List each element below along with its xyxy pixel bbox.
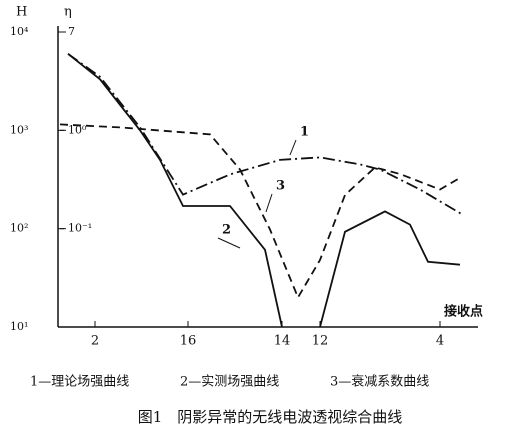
curve-label: 1 <box>300 125 309 140</box>
y-tick-label: 10⁴ <box>10 25 29 38</box>
y-tick-label: 10³ <box>10 123 28 136</box>
y2-tick-label: 10⁰ <box>68 123 87 136</box>
x-axis-label: 接收点 <box>444 304 483 320</box>
curve-leader <box>265 193 273 213</box>
curve-leader <box>289 139 297 156</box>
y2-tick-label: 7 <box>68 25 75 38</box>
chart-title: 图1 阴影异常的无线电波透视综合曲线 <box>138 408 403 426</box>
legend-entry: 2—实测场强曲线 <box>180 375 279 390</box>
series-line <box>67 53 463 216</box>
curve-label: 2 <box>222 223 231 238</box>
x-tick-label: 4 <box>436 334 444 349</box>
y-tick-label: 10¹ <box>10 320 28 333</box>
curve-label: 3 <box>276 179 285 194</box>
legend-entry: 3—衰减系数曲线 <box>330 374 429 390</box>
x-tick-label: 2 <box>91 334 99 349</box>
x-tick-label: 16 <box>180 334 197 349</box>
y2-tick-label: 10⁻¹ <box>68 222 92 235</box>
legend-entry: 1—理论场强曲线 <box>30 375 129 390</box>
y-tick-label: 10² <box>10 222 28 235</box>
curve-leader <box>217 237 241 249</box>
series-line <box>59 123 459 300</box>
series-line <box>67 53 461 328</box>
y-axis-label: H <box>16 5 27 20</box>
x-tick-label: 12 <box>312 334 329 349</box>
y2-axis-label: η <box>64 5 72 20</box>
x-tick-label: 14 <box>274 334 291 349</box>
